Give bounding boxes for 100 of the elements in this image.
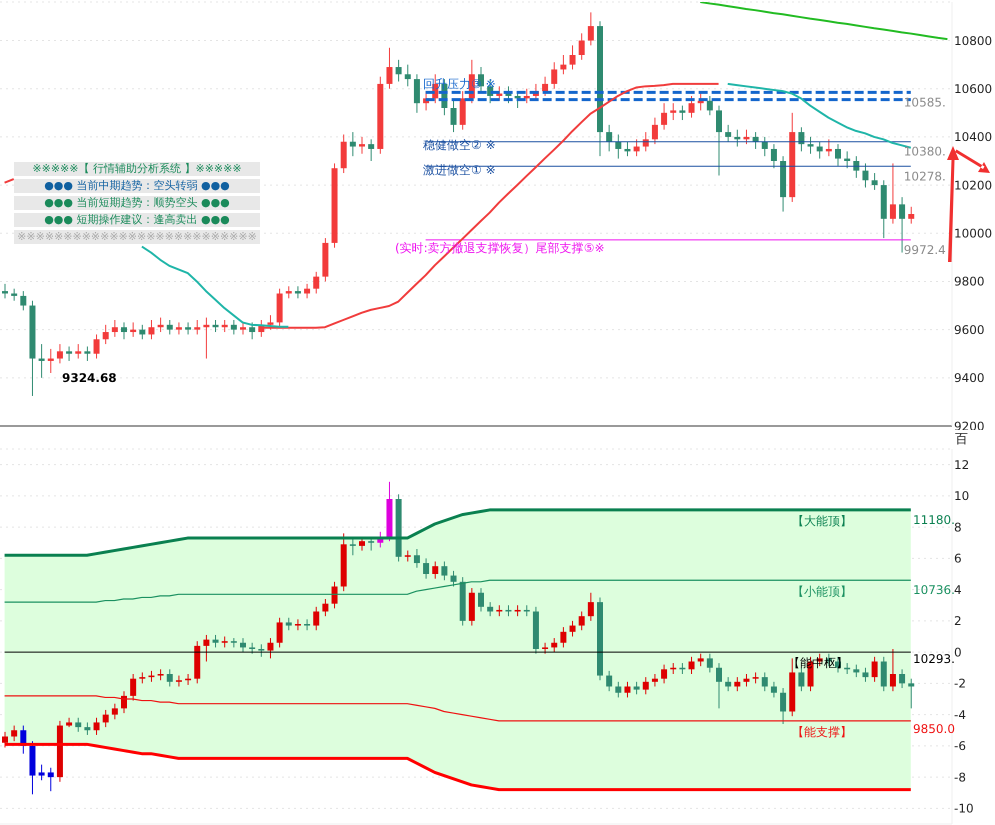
- candlestick: [743, 674, 750, 687]
- candlestick: [359, 136, 365, 154]
- candlestick: [844, 150, 850, 169]
- y-axis-title: 百: [955, 431, 968, 448]
- candlestick: [670, 102, 676, 121]
- candlestick: [304, 618, 310, 631]
- candlestick: [350, 132, 356, 157]
- candlestick: [725, 676, 732, 692]
- ref-line-label: 10380.: [904, 144, 946, 159]
- candlestick: [121, 322, 127, 340]
- candlestick: [570, 44, 576, 70]
- candlestick: [258, 644, 264, 658]
- series-label: 【大能顶】: [792, 514, 852, 528]
- candlestick: [551, 638, 558, 653]
- candlestick: [20, 290, 26, 311]
- candlestick: [313, 271, 320, 294]
- candlestick: [862, 667, 868, 682]
- ref-line-label: 10278.: [904, 169, 946, 184]
- candlestick: [222, 636, 228, 648]
- ref-line-label: 9972.4: [904, 242, 946, 257]
- annotation: 11180.: [913, 513, 955, 527]
- ref-line-label: 10585.: [904, 95, 946, 110]
- candlestick: [478, 588, 484, 612]
- candlestick: [899, 668, 906, 689]
- candlestick: [276, 617, 283, 648]
- candlestick: [94, 717, 100, 736]
- candlestick: [166, 320, 173, 335]
- candlestick: [450, 570, 457, 587]
- y-tick-label: -6: [954, 739, 966, 754]
- candlestick: [94, 334, 100, 360]
- y-tick-label: -8: [954, 770, 966, 784]
- line-series: [699, 2, 948, 40]
- candlestick: [679, 662, 686, 674]
- line-series: [4, 695, 912, 722]
- line-series: [4, 580, 912, 603]
- annotation: 10293.: [913, 652, 955, 666]
- candlestick: [542, 642, 548, 654]
- candlestick: [853, 664, 860, 678]
- candlestick: [872, 172, 878, 190]
- candlestick: [350, 538, 356, 556]
- candlestick: [578, 611, 585, 631]
- candlestick: [102, 324, 109, 345]
- candlestick: [634, 681, 640, 695]
- y-tick-label: 8: [954, 520, 962, 534]
- series-label: 【小能顶】: [792, 584, 852, 598]
- candlestick: [570, 620, 576, 637]
- candlestick: [176, 322, 182, 335]
- candlestick: [606, 670, 612, 692]
- candlestick: [185, 674, 192, 686]
- annotation: (实时:卖方撤退支撑恢复）尾部支撑⑤※: [395, 241, 605, 255]
- candlestick: [560, 626, 566, 648]
- candlestick: [249, 642, 256, 654]
- candlestick: [38, 764, 45, 781]
- candlestick: [158, 668, 164, 681]
- y-tick-label: 6: [954, 552, 962, 566]
- candlestick: [706, 653, 713, 673]
- annotation: ●●● 当前短期趋势：顺势空头 ●●●: [14, 196, 260, 210]
- candlestick: [2, 283, 8, 299]
- candlestick: [176, 675, 182, 687]
- candlestick: [688, 656, 695, 674]
- candlestick: [368, 538, 374, 552]
- y-tick-label: 10400: [954, 130, 992, 144]
- candlestick: [835, 144, 841, 166]
- candlestick: [139, 324, 146, 340]
- candlestick: [615, 681, 622, 698]
- candlestick: [688, 95, 695, 118]
- y-tick-label: 2: [954, 614, 962, 628]
- annotation: ※※※※※【 行情辅助分析系统 】※※※※※: [14, 162, 260, 176]
- candlestick: [294, 618, 301, 631]
- annotation: ※※※※※※※※※※※※※※※※※※※※※※※※※※: [14, 230, 260, 244]
- y-tick-label: 10: [954, 489, 970, 504]
- candlestick: [185, 322, 192, 335]
- candlestick: [130, 322, 136, 338]
- candlestick: [770, 681, 777, 698]
- candlestick: [770, 144, 777, 169]
- annotation: 稳健做空② ※: [423, 138, 496, 152]
- candlestick: [121, 690, 127, 714]
- candlestick: [423, 558, 430, 580]
- candlestick: [294, 286, 301, 299]
- candlestick: [560, 54, 566, 75]
- annotation: ●●● 当前中期趋势：空头转弱 ●●●: [14, 179, 260, 193]
- candlestick: [240, 322, 246, 335]
- candlestick: [808, 136, 814, 154]
- candlestick: [762, 672, 768, 692]
- y-tick-label: 10600: [954, 82, 992, 96]
- candlestick: [826, 138, 832, 157]
- candlestick: [84, 722, 90, 736]
- candlestick: [734, 676, 740, 692]
- candlestick: [652, 674, 658, 687]
- candlestick: [706, 95, 713, 116]
- candlestick: [332, 581, 338, 609]
- candlestick: [578, 32, 585, 60]
- candlestick: [286, 617, 292, 631]
- y-tick-label: 0: [954, 645, 962, 660]
- candlestick: [386, 47, 392, 90]
- y-tick-label: 4: [954, 582, 962, 597]
- candlestick: [624, 141, 630, 157]
- line-series: [3, 508, 912, 557]
- candlestick: [112, 320, 118, 338]
- candlestick: [514, 604, 521, 617]
